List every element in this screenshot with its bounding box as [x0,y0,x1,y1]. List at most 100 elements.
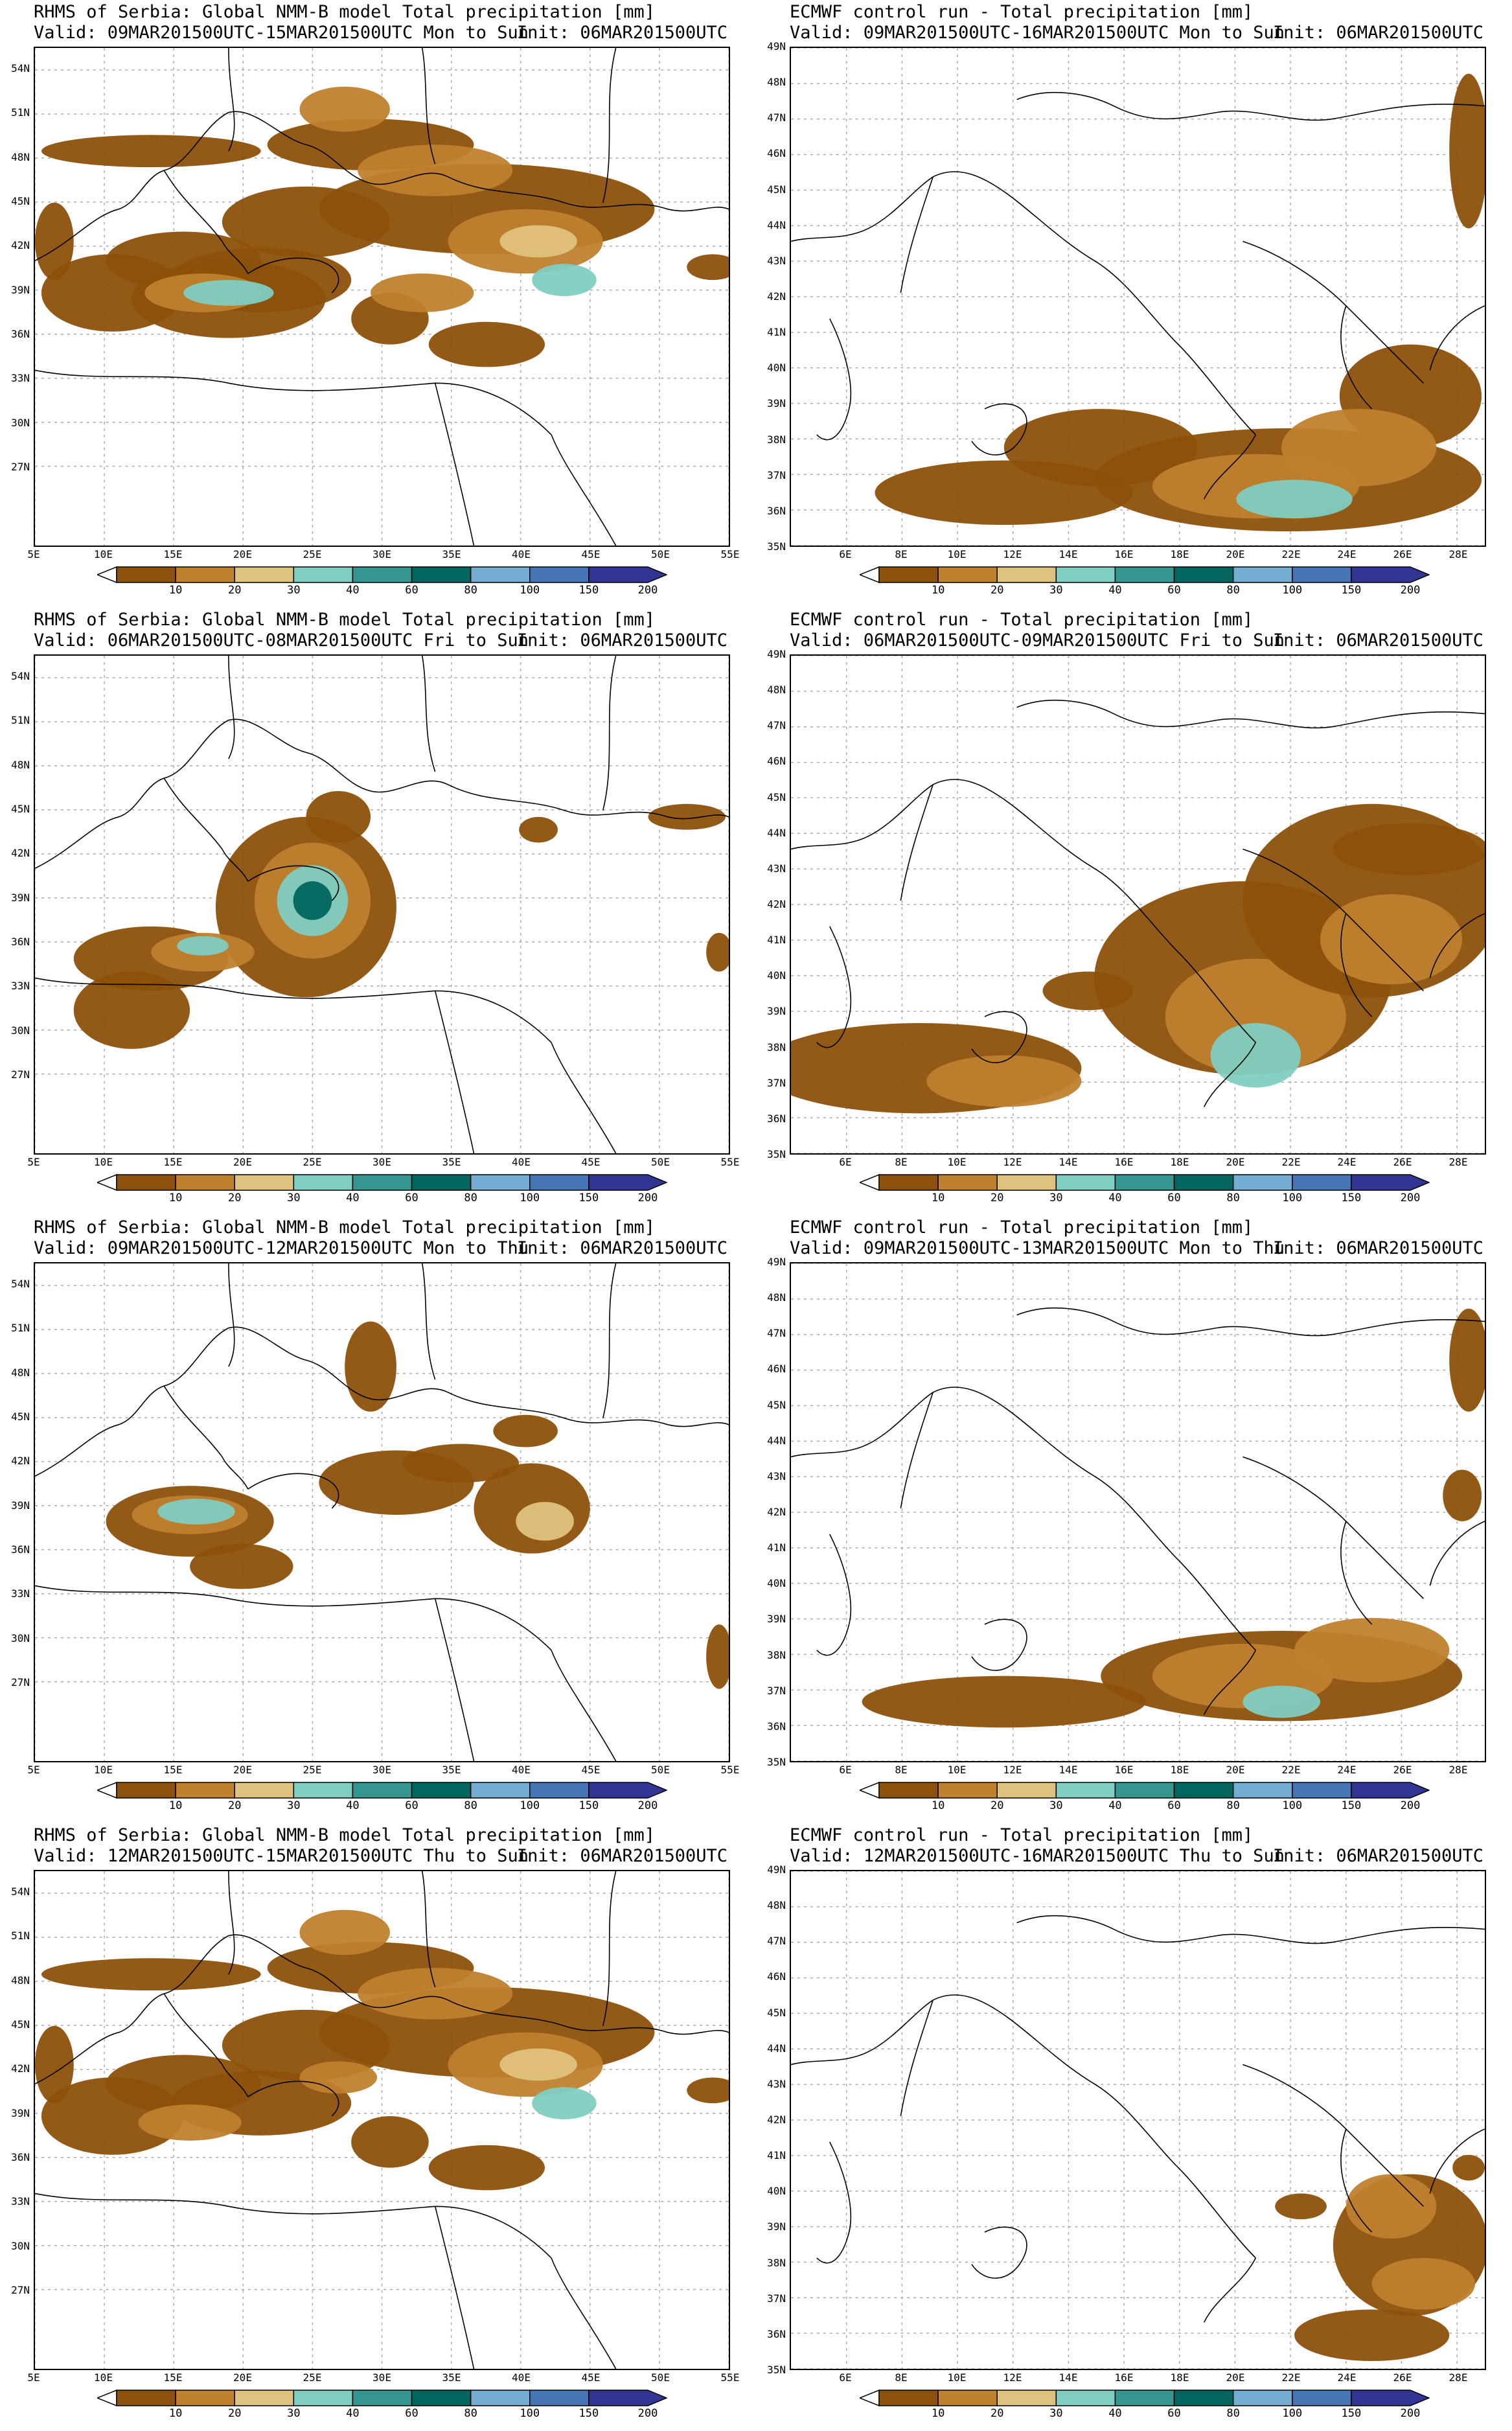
longitude-label: 5E [27,1156,40,1168]
latitude-label: 33N [11,1587,30,1600]
precip-area [1294,2309,1450,2362]
precip-area [345,1321,396,1412]
colorbar-segment [352,2390,413,2406]
coastline-borders [35,656,729,1153]
longitude-label: 50E [651,1764,670,1776]
longitude-label: 14E [1059,2371,1078,2384]
colorbar-label: 200 [1400,1192,1421,1204]
colorbar-label: 40 [1108,1799,1122,1812]
longitude-label: 55E [720,1156,740,1168]
colorbar-segment [1114,1174,1175,1191]
latitude-label: 48N [767,1899,786,1912]
latitude-label: 39N [767,1613,786,1626]
colorbar-label: 60 [405,584,418,597]
colorbar-label: 100 [520,584,540,597]
init-time: Init: 06MAR201500UTC [516,1846,727,1866]
init-time: Init: 06MAR201500UTC [1272,23,1483,43]
init-time: Init: 06MAR201500UTC [516,1238,727,1258]
precip-area [41,1958,261,1991]
colorbar-segment [293,566,354,583]
latitude-label: 48N [11,758,30,771]
colorbar-label: 60 [1167,1192,1181,1204]
longitude-label: 24E [1337,1156,1357,1168]
colorbar-label: 40 [346,584,360,597]
colorbar-segment [293,1174,354,1191]
colorbar-segment [1292,1782,1352,1799]
precipitation-colorbar [97,1782,667,1799]
latitude-label: 48N [11,1974,30,1987]
colorbar-segment [116,1782,176,1799]
longitude-label: 14E [1059,548,1078,560]
precip-area [73,971,190,1049]
precipitation-shading [73,790,729,1049]
colorbar-segment [411,1782,472,1799]
colorbar-label: 150 [1341,584,1362,597]
latitude-label: 36N [767,504,786,517]
longitude-label: 6E [839,1764,852,1776]
latitude-label: 46N [767,147,786,160]
colorbar-over-triangle [588,566,667,583]
colorbar-label: 200 [637,1192,658,1204]
panel-title: ECMWF control run - Total precipitation … [790,2,1254,22]
valid-period: Valid: 12MAR201500UTC-15MAR201500UTC Thu… [34,1846,529,1866]
colorbar-segment [175,2390,235,2406]
latitude-label: 42N [767,898,786,910]
nmmb-precip-panel: RHMS of Serbia: Global NMM-B model Total… [0,1823,756,2431]
colorbar-segment [1292,1174,1352,1191]
precipitation-shading [35,86,729,367]
colorbar-label: 20 [227,584,242,597]
latitude-label: 39N [767,2220,786,2233]
ecmwf-precip-panel: ECMWF control run - Total precipitation … [756,0,1512,608]
longitude-label: 6E [839,1156,852,1168]
latitude-label: 45N [11,803,30,816]
colorbar-under-triangle [97,1174,117,1191]
colorbar-segment [470,566,531,583]
colorbar-segment [470,1174,531,1191]
longitude-label: 22E [1281,1156,1301,1168]
colorbar-over-triangle [1351,566,1430,583]
colorbar-label: 150 [578,1799,599,1812]
longitude-label: 22E [1281,548,1301,560]
latitude-label: 42N [11,847,30,860]
latitude-label: 37N [767,468,786,481]
latitude-label: 30N [11,416,30,429]
colorbar-label: 150 [578,1192,599,1204]
valid-period: Valid: 09MAR201500UTC-16MAR201500UTC Mon… [790,23,1285,43]
colorbar-under-triangle [97,1782,117,1799]
latitude-label: 36N [767,1112,786,1125]
latitude-label: 35N [767,2364,786,2376]
latitude-label: 39N [11,1499,30,1512]
colorbar-segment [878,1782,939,1799]
precipitation-shading [35,1909,729,2191]
precip-area [402,1444,520,1483]
colorbar-segment [937,566,998,583]
precipitation-colorbar [860,1782,1430,1799]
colorbar-label: 200 [1400,584,1421,597]
precip-area [190,1543,293,1589]
precip-area [351,2116,429,2168]
latitude-label: 30N [11,1631,30,1644]
colorbar-segment [937,2390,998,2406]
longitude-label: 35E [442,1764,461,1776]
longitude-label: 14E [1059,1156,1078,1168]
longitude-label: 5E [27,1764,40,1776]
colorbar-label: 150 [578,2407,599,2420]
longitude-label: 45E [581,1764,601,1776]
latitude-label: 27N [11,2284,30,2297]
longitude-label: 45E [581,1156,601,1168]
latitude-label: 33N [11,980,30,993]
colorbar-segment [996,2390,1057,2406]
latitude-label: 36N [767,2327,786,2340]
longitude-label: 30E [372,2371,391,2384]
colorbar-label: 150 [578,584,599,597]
longitude-label: 25E [303,1764,322,1776]
valid-period: Valid: 06MAR201500UTC-08MAR201500UTC Fri… [34,630,529,651]
longitude-label: 45E [581,2371,601,2384]
colorbar-over-triangle [588,1174,667,1191]
precip-area [1333,823,1485,875]
longitude-label: 40E [512,2371,531,2384]
longitude-label: 55E [720,2371,740,2384]
precip-area [1281,409,1437,487]
latitude-label: 49N [767,1256,786,1268]
colorbar-label: 80 [1226,1799,1240,1812]
